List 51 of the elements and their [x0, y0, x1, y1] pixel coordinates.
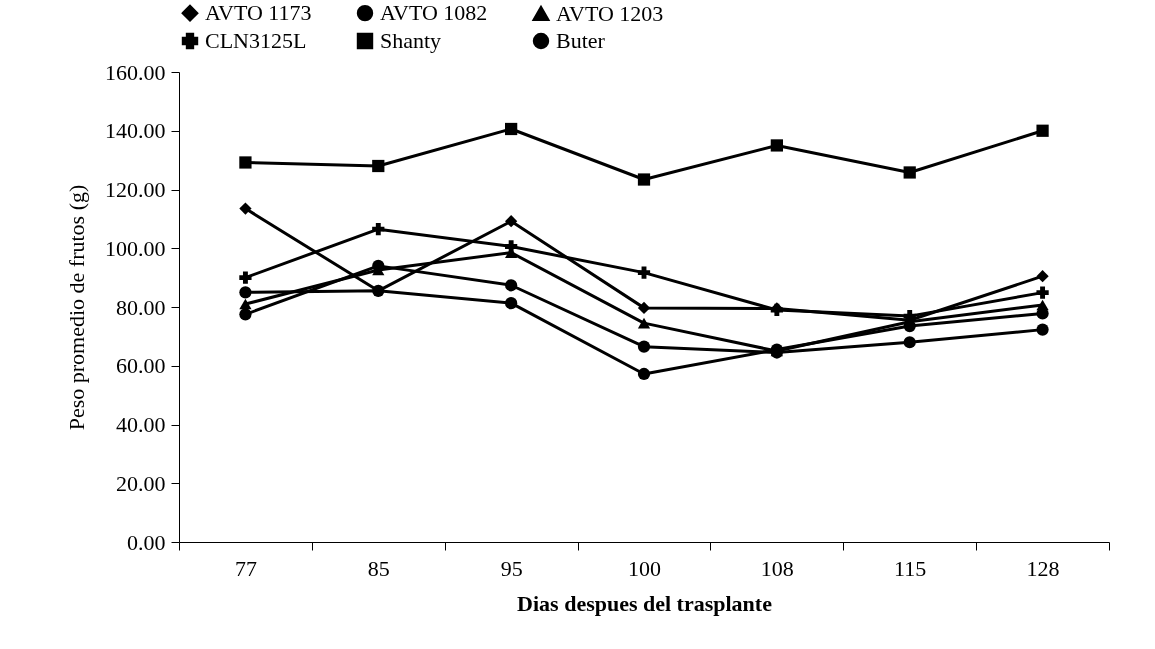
- y-tick-label: 140.00: [105, 118, 166, 144]
- y-tick-label: 20.00: [116, 470, 166, 496]
- point: [505, 215, 518, 228]
- point: [505, 279, 518, 292]
- point: [637, 173, 651, 186]
- y-tick-label: 0.00: [127, 529, 166, 555]
- point: [239, 202, 252, 215]
- legend-label: AVTO 1173: [205, 0, 312, 26]
- point: [239, 308, 252, 321]
- point: [1036, 124, 1049, 137]
- legend-label: Buter: [556, 28, 606, 53]
- point: [372, 223, 385, 236]
- legend-label: AVTO 1082: [380, 0, 488, 26]
- x-tick-label: 108: [760, 555, 794, 581]
- point: [1036, 270, 1049, 283]
- x-tick-label: 85: [367, 555, 390, 581]
- legend-label: Shanty: [380, 28, 442, 53]
- point: [1036, 323, 1049, 336]
- point: [903, 166, 916, 179]
- point: [505, 240, 518, 253]
- point: [239, 286, 252, 299]
- point: [239, 156, 252, 169]
- y-tick-label: 160.00: [105, 59, 166, 85]
- point: [637, 301, 651, 315]
- x-tick-label: 95: [500, 555, 523, 581]
- point: [637, 317, 651, 329]
- point: [1036, 286, 1049, 299]
- x-axis-title: Dias despues del trasplante: [517, 590, 773, 616]
- point: [372, 159, 385, 173]
- point: [903, 336, 916, 349]
- point: [770, 139, 783, 152]
- point: [637, 266, 651, 279]
- point: [637, 367, 651, 381]
- point: [239, 271, 252, 284]
- point: [505, 297, 518, 310]
- point: [505, 122, 518, 136]
- legend-label: AVTO 1203: [556, 0, 664, 26]
- legend-label: CLN3125L: [205, 28, 307, 53]
- y-axis-title: Peso promedio de frutos (g): [64, 184, 89, 431]
- x-tick-label: 115: [894, 555, 927, 581]
- x-tick-label: 100: [628, 555, 661, 581]
- point: [372, 284, 385, 297]
- x-tick-label: 77: [234, 555, 257, 581]
- point: [637, 340, 651, 353]
- y-tick-label: 60.00: [116, 353, 166, 379]
- y-tick-label: 120.00: [105, 177, 166, 202]
- x-tick-label: 128: [1026, 555, 1060, 581]
- y-tick-label: 80.00: [116, 294, 166, 320]
- y-tick-label: 40.00: [116, 412, 166, 437]
- point: [1036, 299, 1049, 311]
- y-tick-label: 100.00: [105, 235, 166, 261]
